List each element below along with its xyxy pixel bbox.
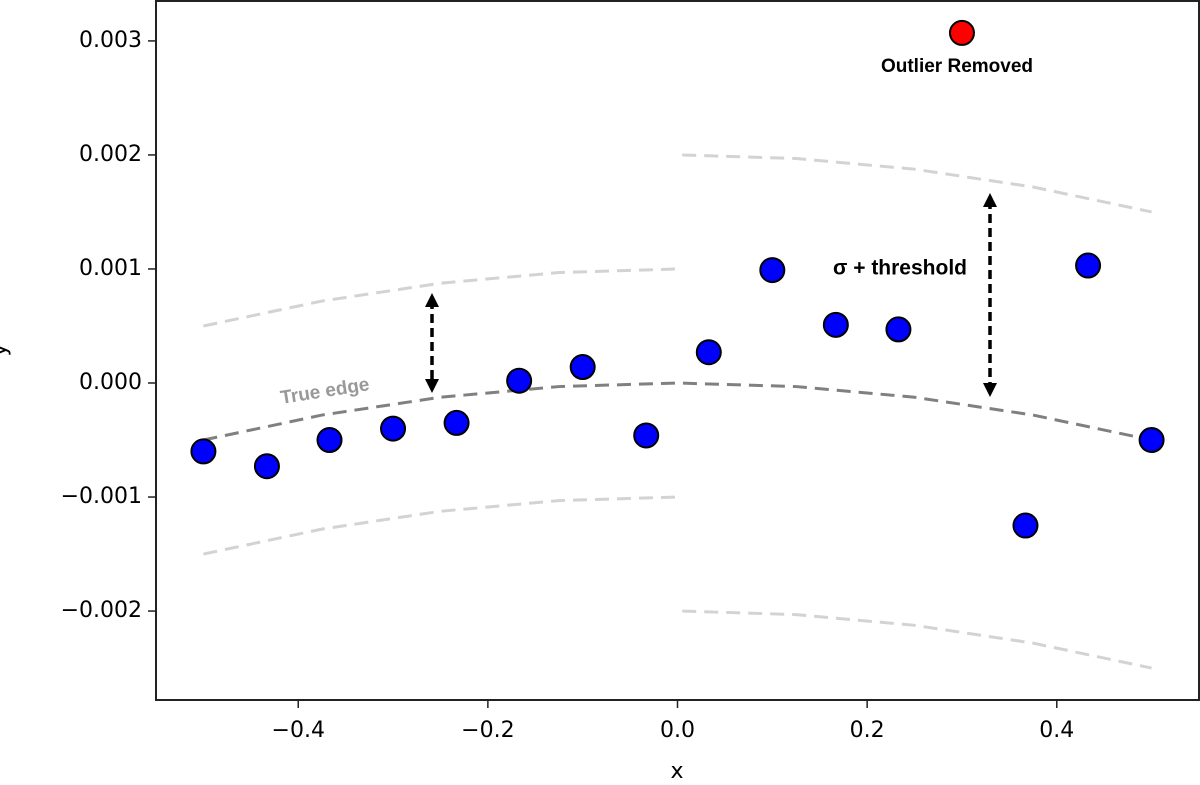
- y-tick-label: −0.001: [61, 484, 142, 509]
- point: [695, 339, 722, 366]
- point: [759, 257, 786, 284]
- point: [569, 354, 596, 381]
- y-tick-label: 0.003: [79, 28, 142, 53]
- annotation: True edge: [279, 374, 371, 409]
- point: [443, 409, 470, 436]
- line: [682, 153, 1152, 214]
- x-axis-label: x: [670, 759, 683, 784]
- point: [506, 367, 533, 394]
- point: [1138, 427, 1165, 454]
- point: [633, 422, 660, 449]
- y-tick-label: −0.002: [61, 598, 142, 623]
- line: [203, 267, 678, 328]
- point: [885, 316, 912, 343]
- x-tick-label: −0.4: [272, 718, 325, 743]
- annotation: σ + threshold: [833, 257, 967, 280]
- point: [822, 311, 849, 338]
- y-tick-label: 0.001: [79, 256, 142, 281]
- y-axis-label: y: [0, 343, 12, 356]
- point: [948, 19, 975, 46]
- line: [203, 495, 678, 556]
- y-tick-label: 0.002: [79, 142, 142, 167]
- point: [253, 453, 280, 480]
- point: [1075, 252, 1102, 279]
- line: [682, 609, 1152, 670]
- axes-frame: [155, 0, 1200, 701]
- point: [380, 415, 407, 442]
- y-tick-label: 0.000: [79, 370, 142, 395]
- point: [190, 438, 217, 465]
- x-tick-label: 0.2: [850, 718, 885, 743]
- line: [203, 381, 1152, 442]
- x-tick-label: −0.2: [461, 718, 514, 743]
- x-tick-label: 0.0: [660, 718, 695, 743]
- point: [1012, 512, 1039, 539]
- annotation: Outlier Removed: [881, 56, 1033, 77]
- point: [316, 427, 343, 454]
- x-tick-label: 0.4: [1039, 718, 1074, 743]
